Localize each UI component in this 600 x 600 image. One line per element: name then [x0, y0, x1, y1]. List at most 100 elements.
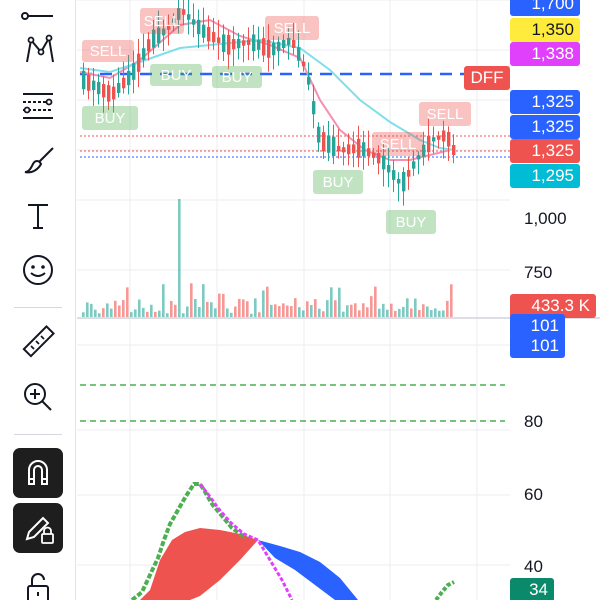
volume-bar [270, 304, 273, 317]
volume-bar [142, 307, 145, 317]
chart-area[interactable] [77, 0, 600, 600]
volume-bar [406, 298, 409, 317]
chart-canvas[interactable] [77, 0, 600, 600]
volume-bar [250, 313, 253, 317]
price-level-750: 750 [524, 263, 553, 282]
trend-line-tool[interactable] [13, 0, 63, 34]
candle [187, 14, 191, 20]
volume-bar [230, 312, 233, 317]
volume-bar [282, 303, 285, 317]
zoom-in-tool[interactable] [13, 372, 63, 422]
candle [157, 27, 161, 44]
ruler-icon [22, 325, 55, 358]
sell-marker: SELL [140, 8, 184, 34]
price-tag-blue-1: 1,325 [510, 90, 580, 114]
candle [147, 39, 151, 52]
indicator-level-80: 80 [524, 412, 543, 431]
candle [102, 84, 106, 98]
volume-bar [350, 304, 353, 317]
candle [332, 136, 336, 157]
volume-bar [154, 311, 157, 317]
zoom-in-icon [24, 383, 52, 411]
measure-tool[interactable] [13, 318, 63, 368]
candle [252, 34, 256, 52]
indicator-line-green [130, 482, 248, 600]
volume-bar [174, 304, 177, 317]
volume-bar [394, 310, 397, 317]
candle [412, 161, 416, 169]
candle [387, 165, 391, 173]
candle [317, 126, 321, 143]
candle [377, 153, 381, 164]
unlock-tool[interactable] [13, 562, 63, 600]
volume-bar [146, 311, 149, 317]
candle [352, 144, 356, 154]
volume-bar [186, 306, 189, 317]
candle [437, 135, 441, 140]
candle [172, 18, 176, 23]
buy-marker: BUY [212, 66, 262, 88]
emoji-tool[interactable] [13, 245, 63, 295]
candle [267, 39, 271, 58]
volume-bar [182, 313, 185, 317]
volume-bar [278, 306, 281, 317]
volume-bar [210, 302, 213, 317]
volume-bar [322, 311, 325, 317]
candle [127, 70, 131, 86]
brush-tool[interactable] [13, 136, 63, 186]
toolbar-divider [14, 307, 62, 308]
volume-bar [326, 300, 329, 317]
volume-bar [426, 306, 429, 317]
sell-marker: SELL [419, 102, 471, 126]
volume-bar [242, 299, 245, 317]
volume-bar [410, 308, 413, 317]
candle [292, 40, 296, 48]
candle [167, 24, 171, 30]
volume-bar [114, 300, 117, 317]
volume-bar [334, 300, 337, 317]
volume-bar [198, 306, 201, 317]
pattern-tool[interactable] [13, 24, 63, 74]
volume-bar [162, 284, 165, 317]
candle [302, 61, 306, 67]
volume-bar [194, 298, 197, 317]
candle [217, 37, 221, 44]
candle [117, 83, 121, 93]
indicator-line-magenta [198, 483, 294, 600]
price-tag-yellow: 1,350 [510, 18, 580, 42]
volume-bar [430, 310, 433, 317]
volume-bar [362, 303, 365, 317]
text-icon [28, 204, 48, 229]
volume-bar [110, 308, 113, 317]
volume-bar [214, 308, 217, 317]
volume-bar [86, 302, 89, 317]
volume-bar [370, 296, 373, 317]
fib-retracement-tool[interactable] [13, 80, 63, 130]
text-tool[interactable] [13, 190, 63, 240]
volume-bar [346, 305, 349, 317]
drawing-toolbar [0, 0, 76, 600]
price-tag-purple: 1,338 [510, 42, 580, 66]
candle [287, 37, 291, 46]
price-tag-blue-2: 1,325 [510, 115, 580, 139]
volume-bar [90, 303, 93, 317]
volume-bar [434, 308, 437, 317]
toolbar-divider [14, 434, 62, 435]
volume-bar [318, 308, 321, 317]
volume-bar [438, 310, 441, 317]
volume-bar [418, 310, 421, 317]
lock-drawings-tool[interactable] [13, 503, 63, 553]
candle [137, 53, 141, 72]
candle [327, 135, 331, 153]
volume-bar [258, 312, 261, 317]
volume-bar [234, 306, 237, 317]
smiley-icon [23, 255, 53, 285]
volume-bar [222, 293, 225, 317]
candle [312, 101, 316, 115]
volume-bar [390, 303, 393, 317]
trend-line-icon [21, 12, 53, 20]
indicator-tag-main: 101 [510, 334, 565, 358]
candle [432, 137, 436, 142]
magnet-tool[interactable] [13, 448, 63, 498]
indicator-level-60: 60 [524, 485, 543, 504]
